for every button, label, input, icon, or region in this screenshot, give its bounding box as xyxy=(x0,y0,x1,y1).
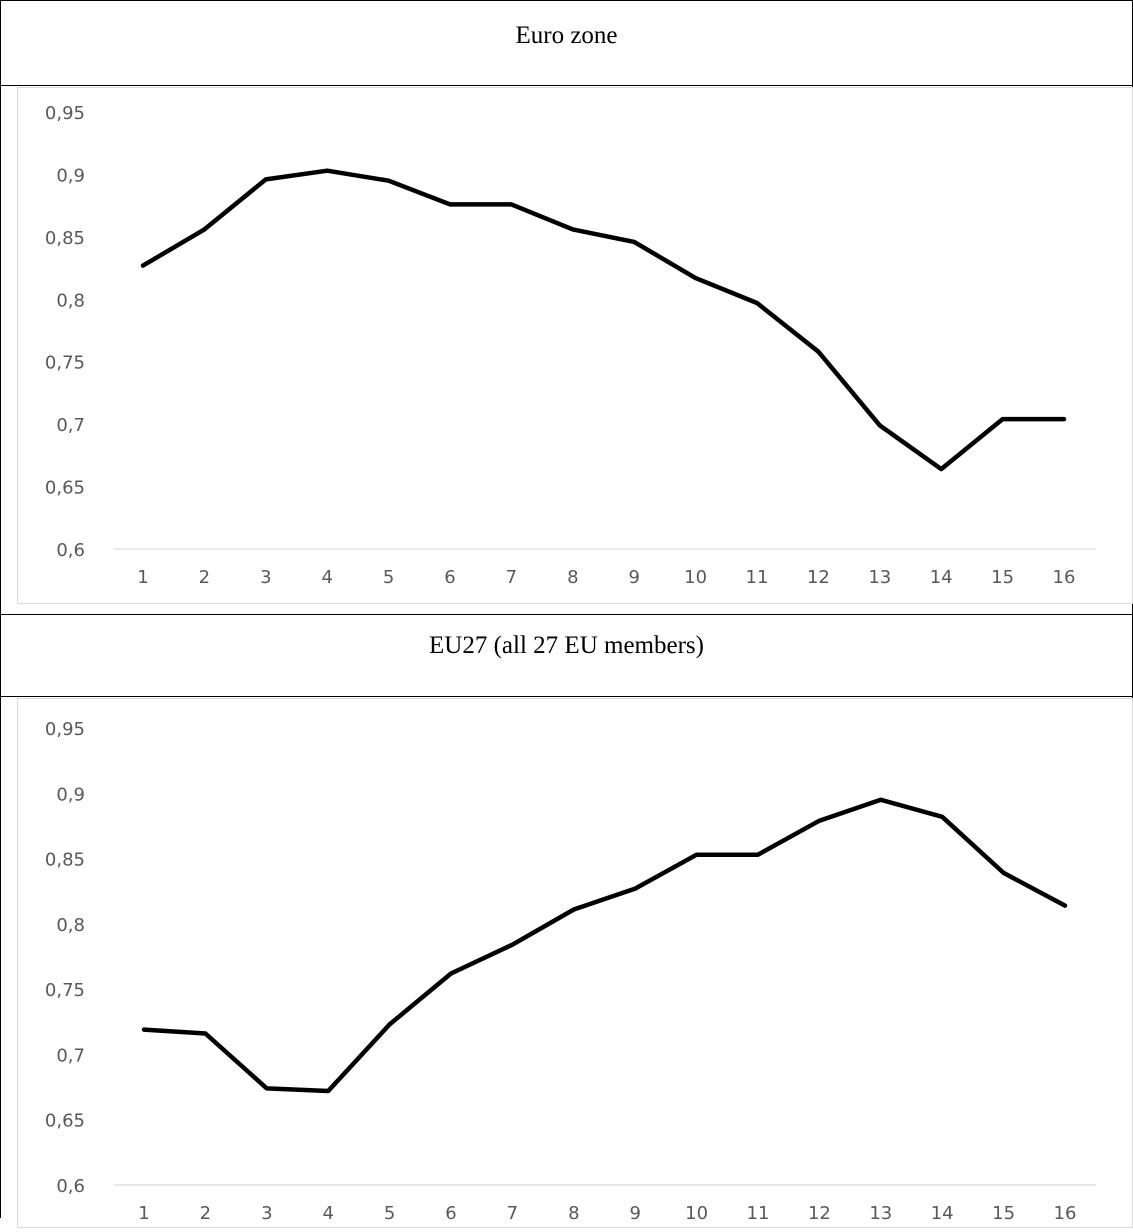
series-line xyxy=(141,797,1068,1094)
y-tick-label: 0,7 xyxy=(56,415,85,436)
x-tick-label: 11 xyxy=(746,567,769,588)
chart-panel-euro-zone: 0,6 0,65 0,7 0,75 0,8 0,85 0,9 0,95 1 2 3 4 5 6 7 8 9 10 1… xyxy=(17,87,1133,604)
y-tick-label: 0,65 xyxy=(45,478,85,499)
chart-title-euro-zone: Euro zone xyxy=(515,22,618,49)
y-tick-label: 0,75 xyxy=(45,980,85,1001)
y-tick-label: 0,7 xyxy=(56,1045,85,1066)
divider xyxy=(0,614,1133,615)
x-tick-label: 16 xyxy=(1053,567,1076,588)
x-tick-label: 7 xyxy=(506,567,517,588)
y-tick-label: 0,9 xyxy=(56,784,85,805)
x-tick-label: 13 xyxy=(869,1203,892,1224)
x-tick-label: 5 xyxy=(383,567,394,588)
x-tick-label: 10 xyxy=(685,1203,708,1224)
divider xyxy=(0,85,1133,86)
x-tick-label: 7 xyxy=(507,1203,518,1224)
x-tick-label: 4 xyxy=(321,567,332,588)
x-tick-label: 10 xyxy=(684,567,707,588)
y-tick-label: 0,9 xyxy=(56,165,85,186)
chart-title-eu27: EU27 (all 27 EU members) xyxy=(429,632,704,659)
y-tick-label: 0,85 xyxy=(45,850,85,871)
x-tick-label: 12 xyxy=(807,567,830,588)
x-tick-label: 1 xyxy=(137,567,148,588)
x-tick-label: 11 xyxy=(747,1203,770,1224)
x-tick-label: 6 xyxy=(445,1203,456,1224)
x-tick-label: 2 xyxy=(200,1203,211,1224)
x-tick-label: 3 xyxy=(261,1203,272,1224)
y-tick-label: 0,65 xyxy=(45,1111,85,1132)
x-tick-label: 2 xyxy=(199,567,210,588)
line-chart-euro-zone: 0,60,650,70,750,80,850,90,951 2 3 4 5 6 7 8 9 10 1… xyxy=(45,103,1096,588)
x-tick-label: 4 xyxy=(322,1203,333,1224)
x-tick-label: 5 xyxy=(384,1203,395,1224)
series-line xyxy=(140,168,1067,472)
x-tick-label: 8 xyxy=(568,1203,579,1224)
x-tick-label: 1 xyxy=(138,1203,149,1224)
x-tick-label: 12 xyxy=(808,1203,831,1224)
y-tick-label: 0,6 xyxy=(56,1176,85,1197)
x-tick-label: 15 xyxy=(991,567,1014,588)
x-tick-label: 13 xyxy=(868,567,891,588)
x-tick-label: 8 xyxy=(567,567,578,588)
line-chart-eu27: 0,60,650,70,750,80,850,90,951 2 3 4 5 6 7 8 9 10 1… xyxy=(45,719,1096,1224)
x-tick-label: 9 xyxy=(629,1203,640,1224)
x-tick-label: 16 xyxy=(1054,1203,1077,1224)
x-tick-label: 9 xyxy=(628,567,639,588)
x-tick-label: 15 xyxy=(992,1203,1015,1224)
y-tick-label: 0,6 xyxy=(56,540,85,561)
divider xyxy=(0,696,1133,697)
x-tick-label: 14 xyxy=(930,567,953,588)
x-tick-label: 14 xyxy=(931,1203,954,1224)
x-tick-label: 6 xyxy=(444,567,455,588)
chart-panel-eu27: 0,6 0,65 0,7 0,75 0,8 0,85 0,9 0,95 1 2 3 4 5 6 7 8 9 10 1… xyxy=(17,698,1133,1228)
y-tick-label: 0,95 xyxy=(45,719,85,740)
x-tick-label: 3 xyxy=(260,567,271,588)
y-tick-label: 0,8 xyxy=(56,915,85,936)
y-tick-label: 0,75 xyxy=(45,353,85,374)
y-tick-label: 0,95 xyxy=(45,103,85,124)
y-tick-label: 0,8 xyxy=(56,290,85,311)
y-tick-label: 0,85 xyxy=(45,228,85,249)
